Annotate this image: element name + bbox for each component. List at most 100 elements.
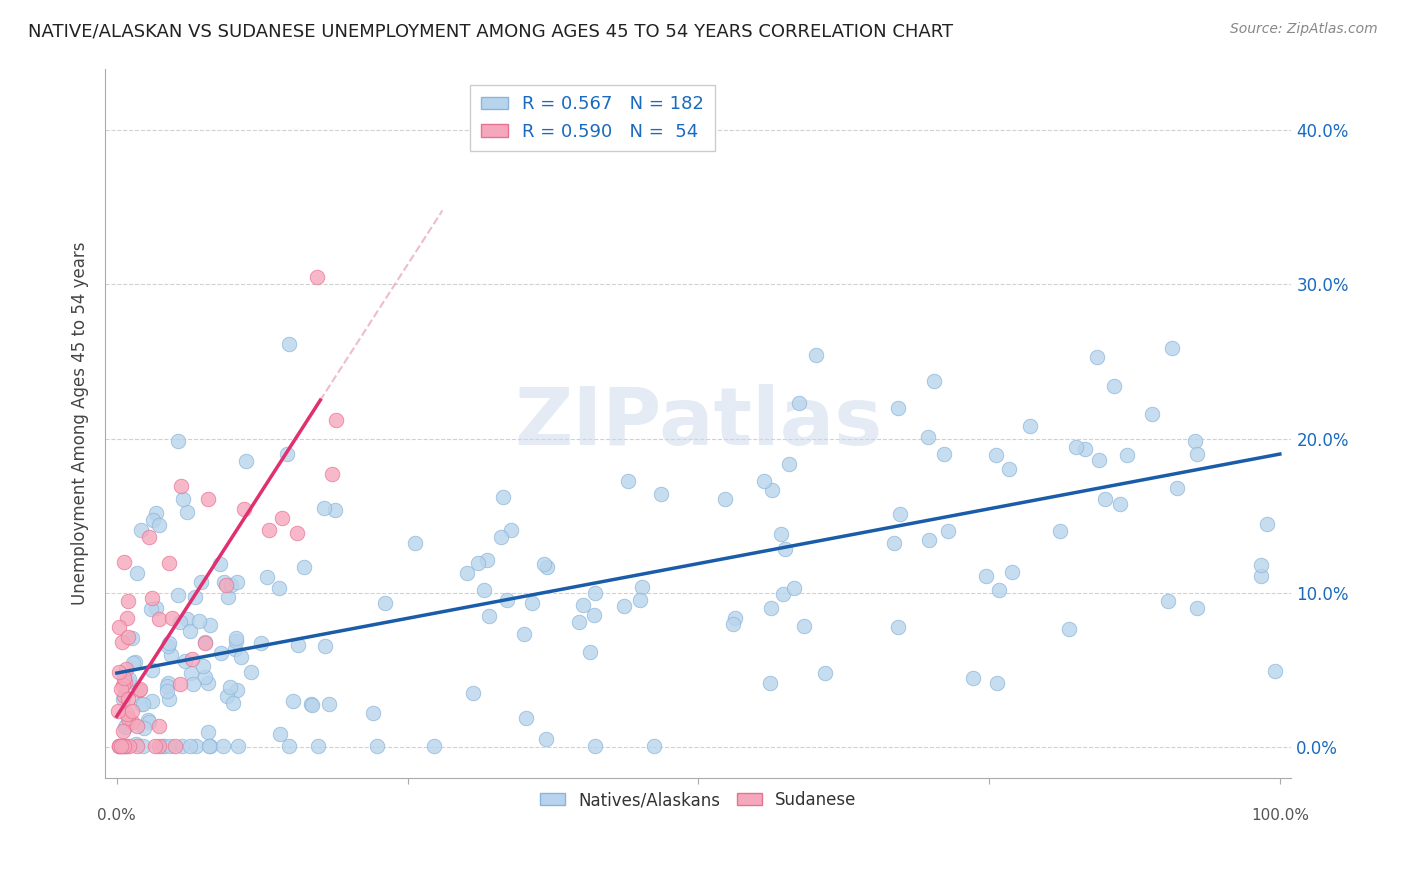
Point (112, 555, 135, 569)
Point (1049, 524, 1071, 538)
Point (1184, 434, 1206, 448)
Point (180, 666, 202, 681)
Point (117, 630, 139, 644)
Point (142, 513, 165, 527)
Point (301, 698, 323, 712)
Point (118, 673, 141, 687)
Point (108, 739, 131, 753)
Point (228, 739, 250, 753)
Point (197, 725, 219, 739)
Point (232, 501, 254, 516)
Point (159, 739, 181, 753)
Point (240, 665, 263, 680)
Point (1157, 593, 1180, 607)
Point (962, 671, 984, 685)
Point (194, 636, 217, 650)
Point (1161, 341, 1184, 355)
Point (141, 663, 163, 677)
Point (474, 583, 496, 598)
Point (887, 401, 910, 415)
Point (148, 518, 170, 533)
Point (198, 739, 221, 753)
Point (169, 615, 191, 629)
Point (156, 679, 179, 693)
Point (783, 581, 806, 595)
Point (1019, 418, 1042, 433)
Point (1263, 664, 1285, 678)
Point (122, 656, 145, 670)
Point (758, 676, 780, 690)
Point (117, 675, 139, 690)
Point (166, 588, 188, 602)
Point (249, 636, 271, 650)
Point (269, 727, 291, 741)
Y-axis label: Unemployment Among Ages 45 to 54 years: Unemployment Among Ages 45 to 54 years (72, 242, 89, 605)
Point (197, 676, 219, 690)
Point (121, 704, 143, 718)
Point (534, 732, 557, 747)
Point (1088, 453, 1111, 467)
Point (759, 601, 782, 615)
Point (179, 739, 201, 753)
Point (127, 719, 149, 733)
Point (225, 631, 247, 645)
Point (145, 506, 167, 520)
Point (650, 487, 672, 501)
Point (141, 693, 163, 707)
Point (118, 739, 141, 753)
Point (1108, 497, 1130, 511)
Point (256, 569, 278, 583)
Point (276, 447, 298, 461)
Point (180, 652, 202, 666)
Point (114, 720, 136, 734)
Point (501, 523, 523, 537)
Point (148, 739, 170, 753)
Point (157, 691, 180, 706)
Point (194, 635, 217, 649)
Point (194, 670, 217, 684)
Point (496, 593, 519, 607)
Point (200, 617, 222, 632)
Point (628, 592, 651, 607)
Point (778, 458, 800, 472)
Point (214, 575, 236, 590)
Point (318, 697, 340, 711)
Point (1066, 441, 1088, 455)
Point (212, 739, 235, 753)
Point (1102, 379, 1125, 393)
Point (157, 639, 180, 653)
Point (222, 696, 245, 710)
Point (536, 560, 558, 574)
Point (769, 526, 792, 541)
Point (117, 692, 139, 706)
Point (112, 739, 135, 753)
Text: Source: ZipAtlas.com: Source: ZipAtlas.com (1230, 22, 1378, 37)
Legend: Natives/Alaskans, Sudanese: Natives/Alaskans, Sudanese (533, 784, 863, 815)
Point (111, 634, 134, 648)
Point (314, 640, 336, 654)
Point (520, 596, 543, 610)
Point (215, 578, 238, 592)
Point (108, 739, 131, 753)
Text: 100.0%: 100.0% (1251, 808, 1309, 823)
Point (197, 739, 219, 753)
Point (141, 591, 163, 605)
Text: 0.0%: 0.0% (97, 808, 136, 823)
Point (219, 577, 242, 591)
Point (129, 698, 152, 712)
Point (138, 714, 160, 729)
Point (987, 583, 1010, 598)
Point (793, 618, 815, 632)
Point (112, 671, 135, 685)
Point (108, 620, 131, 634)
Point (578, 645, 600, 659)
Point (139, 601, 162, 615)
Point (1094, 492, 1116, 507)
Point (936, 524, 959, 538)
Point (1187, 446, 1209, 460)
Point (108, 665, 131, 679)
Point (918, 533, 941, 547)
Point (533, 557, 555, 571)
Point (312, 501, 335, 516)
Point (115, 662, 138, 676)
